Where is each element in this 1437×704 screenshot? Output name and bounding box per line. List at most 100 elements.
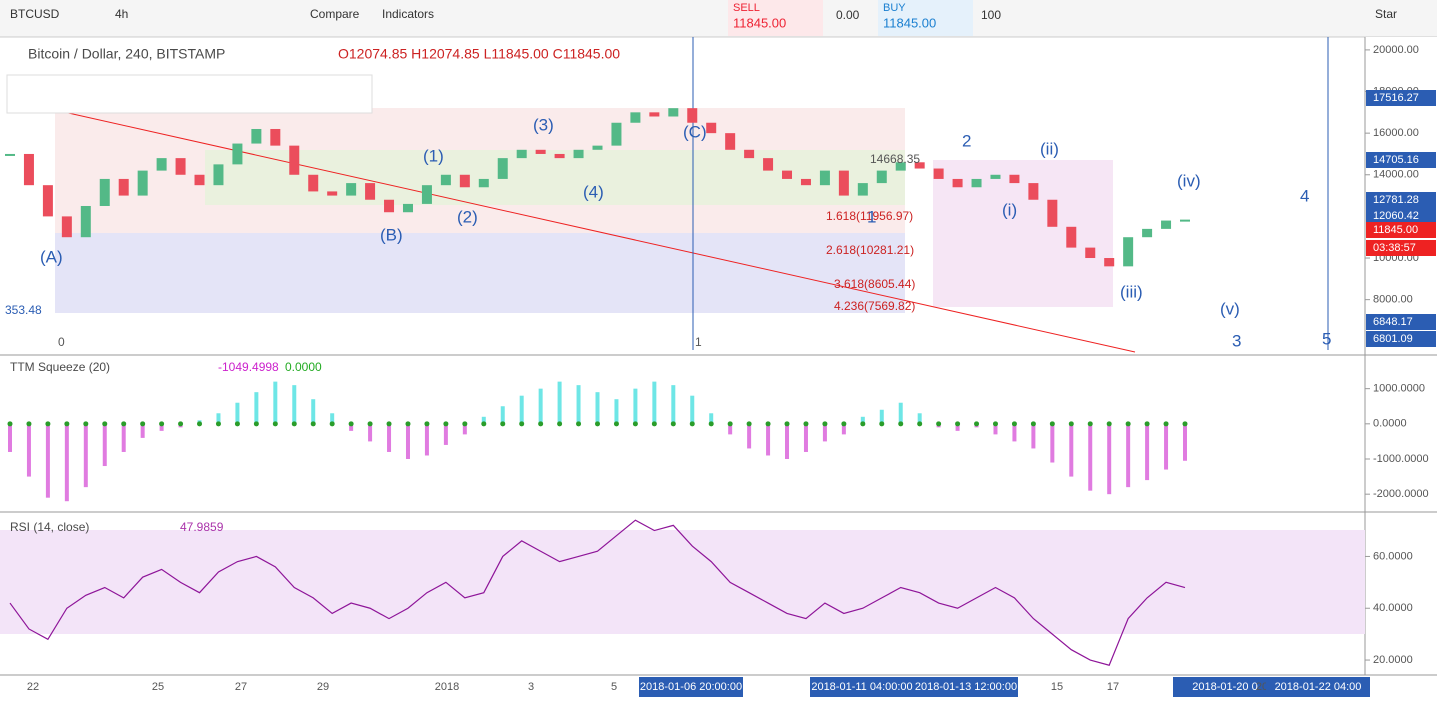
wave-label: (i): [1002, 200, 1017, 219]
histogram-bar: [1164, 423, 1169, 470]
histogram-bar: [1107, 423, 1112, 495]
time-label: 29: [317, 681, 329, 693]
y-tick-label: 20.0000: [1373, 654, 1413, 666]
histogram-bar: [8, 423, 12, 452]
candle: [782, 170, 793, 179]
price-label: 17516.27: [1373, 92, 1419, 104]
fib-zone: [55, 233, 905, 313]
histogram-bar: [557, 381, 562, 424]
squeeze-dot: [841, 421, 847, 427]
squeeze-dot: [481, 421, 487, 427]
squeeze-dot: [348, 421, 354, 427]
annotation: 2.618(10281.21): [826, 243, 914, 257]
histogram-bar: [481, 416, 486, 424]
histogram-bar: [45, 423, 50, 498]
annotation: 3.618(8605.44): [834, 277, 915, 291]
squeeze-dot: [746, 421, 752, 427]
squeeze-dot: [879, 421, 885, 427]
squeeze-dot: [26, 421, 32, 427]
candle: [630, 112, 641, 123]
histogram-bar: [1012, 423, 1017, 442]
candle: [365, 183, 376, 200]
fib-zone: [933, 160, 1113, 307]
price-label-bg: [1366, 314, 1436, 330]
legend-ohlc: O12074.85 H12074.85 L11845.00 C11845.00: [338, 46, 620, 62]
histogram-bar: [140, 423, 145, 438]
compare[interactable]: Compare: [310, 7, 360, 21]
star[interactable]: Star: [1375, 7, 1397, 21]
squeeze-dot: [291, 421, 297, 427]
buy-box[interactable]: [878, 0, 973, 36]
quantity[interactable]: 100: [981, 8, 1001, 22]
histogram-bar: [387, 423, 392, 452]
histogram-bar: [747, 423, 752, 449]
candle: [592, 145, 603, 150]
price-label: 14705.16: [1373, 154, 1419, 166]
squeeze-dot: [462, 421, 468, 427]
squeeze-dot: [1011, 421, 1017, 427]
squeeze-dot: [1049, 421, 1055, 427]
candle: [933, 168, 944, 179]
histogram-bar: [1183, 423, 1187, 461]
sell-box[interactable]: [728, 0, 823, 36]
annotation: 0: [58, 335, 65, 349]
candle: [497, 158, 508, 179]
candle: [384, 199, 395, 213]
wave-label: (2): [457, 207, 478, 226]
histogram-bar: [443, 423, 448, 445]
histogram-bar: [500, 406, 505, 424]
squeeze-dot: [64, 421, 70, 427]
squeeze-dot: [253, 421, 259, 427]
wave-label: 2: [962, 131, 971, 150]
sell-label: SELL: [733, 2, 760, 14]
histogram-bar: [102, 423, 107, 467]
candle: [990, 174, 1001, 179]
squeeze-dot: [936, 421, 942, 427]
wave-label: 4: [1300, 186, 1309, 205]
squeeze-dot: [955, 421, 961, 427]
candle: [327, 191, 338, 196]
histogram-bar: [64, 423, 69, 502]
histogram-bar: [216, 413, 221, 424]
candle: [668, 108, 679, 117]
squeeze-dot: [917, 421, 923, 427]
candle: [1123, 237, 1134, 267]
candle: [5, 153, 15, 156]
candle: [554, 153, 565, 159]
squeeze-dot: [405, 421, 411, 427]
time-label: 17: [1107, 681, 1119, 693]
candle: [80, 205, 91, 238]
wave-label: (ii): [1040, 139, 1059, 158]
candle: [23, 153, 34, 186]
drawing-toolbar[interactable]: [6, 74, 373, 114]
candle: [725, 133, 736, 150]
time-label: 27: [235, 681, 247, 693]
squeeze-dot: [7, 421, 13, 427]
histogram-bar: [917, 413, 922, 424]
interval[interactable]: 4h: [115, 7, 128, 21]
histogram-bar: [1031, 423, 1036, 449]
histogram-bar: [254, 392, 259, 424]
time-label-bg: [1266, 677, 1370, 697]
squeeze-dot: [822, 421, 828, 427]
price-label-bg: [1366, 208, 1436, 224]
candle: [895, 162, 906, 171]
histogram-bar: [1126, 423, 1131, 488]
candle: [232, 143, 243, 165]
wave-label: (3): [533, 115, 554, 134]
candle: [1180, 219, 1190, 222]
legend-title: Bitcoin / Dollar, 240, BITSTAMP: [28, 46, 225, 62]
squeeze-dot: [1087, 421, 1093, 427]
candle: [1028, 183, 1039, 200]
candle: [1009, 174, 1020, 184]
indicators[interactable]: Indicators: [382, 7, 434, 21]
candle: [649, 112, 660, 117]
time-label-bg: [810, 677, 914, 697]
histogram-bar: [1069, 423, 1074, 477]
candle: [744, 149, 755, 159]
annotation: 14668.35: [870, 152, 920, 166]
symbol[interactable]: BTCUSD: [10, 7, 60, 21]
wave-label: (B): [380, 225, 403, 244]
time-label: 2018-01-20 0: [1192, 681, 1257, 693]
histogram-bar: [614, 399, 619, 424]
